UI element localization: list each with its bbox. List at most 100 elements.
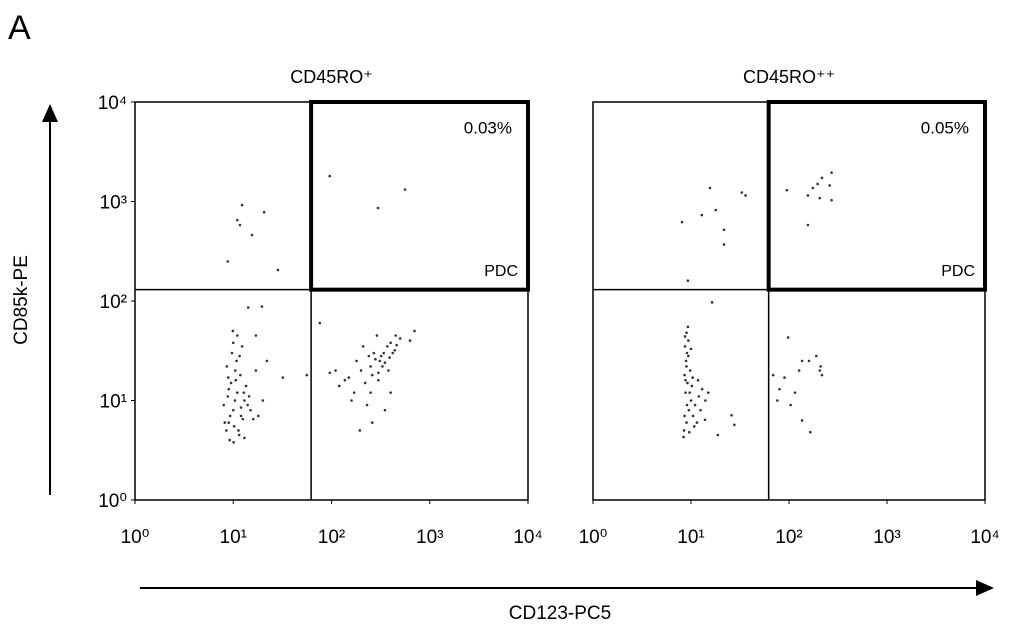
point	[687, 408, 691, 412]
point	[377, 371, 380, 375]
point	[685, 331, 688, 335]
point	[403, 188, 407, 191]
point	[233, 399, 237, 402]
point	[234, 369, 237, 372]
point	[232, 441, 235, 444]
point	[704, 399, 707, 402]
point	[682, 435, 685, 439]
point	[343, 378, 347, 382]
point	[689, 347, 693, 351]
x-tick-label: 10⁴	[513, 527, 542, 548]
point	[797, 369, 801, 372]
point	[776, 399, 779, 402]
point	[696, 378, 700, 382]
point	[714, 208, 718, 212]
y-tick-label: 10⁴	[98, 93, 127, 114]
point	[318, 321, 322, 325]
point	[685, 421, 688, 424]
y-tick-label: 10¹	[100, 392, 127, 413]
point	[246, 306, 250, 309]
point	[227, 387, 231, 391]
y-tick-label: 10³	[100, 193, 127, 214]
point	[228, 414, 232, 418]
point	[388, 356, 391, 359]
point	[691, 376, 694, 379]
point	[686, 325, 690, 329]
point	[682, 429, 686, 432]
point	[383, 408, 387, 412]
point	[375, 334, 379, 337]
point	[229, 381, 233, 385]
point	[381, 365, 384, 368]
point	[820, 373, 824, 377]
x-tick-label: 10²	[318, 527, 345, 548]
point	[685, 403, 689, 407]
gate-label: PDC	[484, 263, 518, 280]
point	[262, 210, 266, 214]
point	[352, 391, 356, 394]
point	[815, 354, 818, 358]
chart-title: CD45RO⁺⁺	[743, 67, 835, 87]
point	[370, 373, 374, 377]
point	[231, 341, 235, 345]
point	[222, 403, 226, 407]
point	[771, 373, 775, 377]
point	[807, 359, 811, 363]
point	[242, 391, 246, 394]
point	[238, 354, 241, 358]
point	[683, 335, 687, 338]
point	[239, 373, 242, 377]
gate	[309, 100, 530, 292]
point	[785, 188, 789, 192]
point	[305, 373, 309, 377]
point	[740, 191, 744, 194]
point	[244, 384, 248, 388]
y-tick-label: 10⁰	[98, 491, 127, 512]
point	[231, 329, 235, 333]
point	[811, 186, 815, 190]
point	[358, 429, 362, 432]
x-tick-label: 10¹	[220, 527, 247, 548]
point	[247, 395, 251, 398]
point	[684, 391, 687, 394]
point	[793, 391, 797, 394]
point	[408, 339, 412, 342]
point	[359, 369, 363, 372]
point	[710, 301, 714, 304]
point	[379, 354, 383, 358]
point	[395, 343, 398, 347]
point	[688, 369, 692, 372]
point	[257, 414, 260, 418]
point	[328, 371, 332, 375]
point	[386, 345, 389, 348]
point	[789, 403, 792, 407]
point	[383, 361, 387, 364]
point	[236, 334, 239, 337]
point	[699, 408, 702, 412]
point	[703, 418, 707, 422]
plot-frame	[592, 101, 986, 501]
point	[231, 408, 235, 412]
point	[820, 176, 824, 180]
point	[370, 421, 374, 424]
point	[281, 376, 285, 379]
point	[372, 351, 376, 355]
point	[376, 206, 380, 210]
point	[350, 399, 353, 402]
point	[378, 359, 382, 363]
point	[688, 391, 692, 394]
point	[690, 384, 694, 388]
point	[265, 359, 269, 363]
point	[243, 436, 246, 440]
point	[237, 429, 240, 432]
point	[374, 357, 377, 361]
point	[778, 387, 781, 391]
point	[328, 174, 332, 178]
chart-title: CD45RO⁺	[290, 67, 373, 87]
point	[389, 391, 392, 394]
point	[387, 369, 390, 372]
point	[733, 423, 736, 427]
point	[363, 381, 367, 385]
point	[700, 213, 704, 217]
